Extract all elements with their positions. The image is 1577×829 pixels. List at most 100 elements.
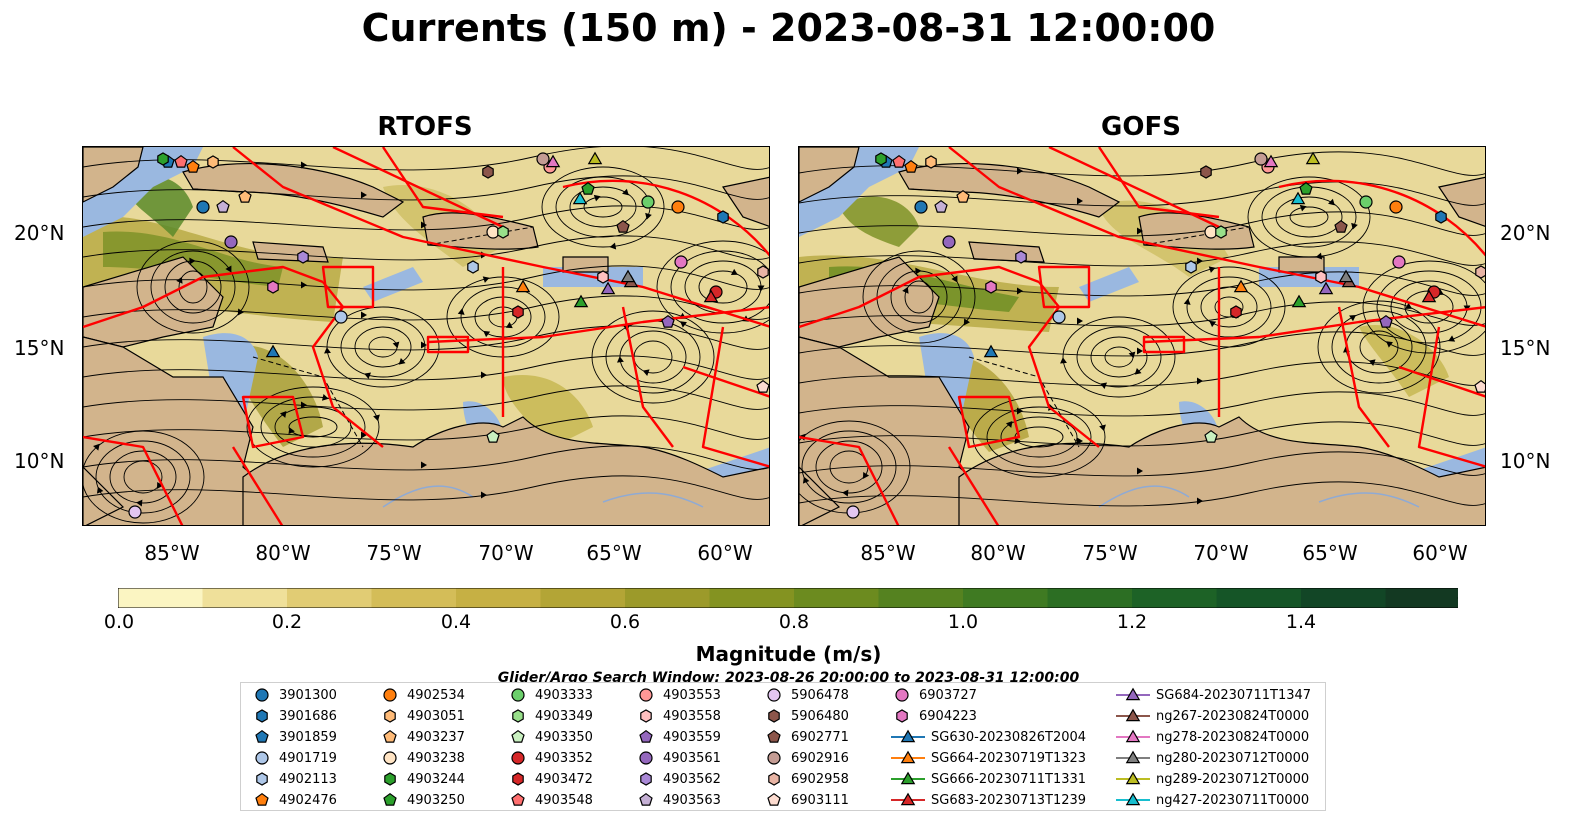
colorbar-tick: 1.0 [947,611,979,633]
map-platform-marker [600,281,616,295]
circle-marker-icon [639,688,653,702]
rtofs-current-map [82,146,770,526]
glider-triangle-icon [900,771,916,785]
map-platform-marker [1359,195,1373,209]
legend-entry: 4903472 [507,769,593,789]
hexagon-marker-icon [640,709,652,723]
legend-entry-label: 4903051 [407,708,465,724]
pentagon-marker-icon [511,792,525,806]
pentagon-marker-icon [511,729,525,743]
colorbar-tick: 0.8 [778,611,810,633]
colorbar-segment [794,588,879,608]
map-platform-marker [1052,310,1066,324]
map-platform-marker [661,314,675,328]
map-platform-marker [925,155,937,169]
legend-entry-label: 4903558 [663,708,721,724]
legend-entry: 3901300 [251,685,337,705]
colorbar-segment [709,588,795,608]
map-platform-marker [157,152,169,166]
lon-label-70w-right: 70°W [1193,541,1249,565]
colorbar-tick: 1.4 [1285,611,1317,633]
lon-label-85w-left: 85°W [144,541,200,565]
legend-entry-label: 6903111 [791,792,849,808]
legend-entry: 4903563 [635,790,721,810]
legend-entry: 4903553 [635,685,721,705]
lon-label-75w-left: 75°W [366,541,422,565]
map-platform-marker [207,155,219,169]
map-platform-marker [536,152,550,166]
map-platform-marker [196,200,210,214]
legend-entry-label: 4902113 [279,771,337,787]
legend-entry: 4903333 [507,685,593,705]
map-platform-marker [904,159,918,173]
circle-marker-icon [511,688,525,702]
hexagon-marker-icon [512,709,524,723]
map-platform-marker [581,181,595,195]
legend-entry-label: SG630-20230826T2004 [931,729,1087,745]
lat-label-15n-right: 15°N [1500,336,1551,360]
map-platform-marker [1421,289,1437,303]
colorbar-segment [1047,588,1133,608]
map-platform-marker [1204,429,1218,443]
lat-label-15n-left: 15°N [14,336,65,360]
legend-entry: SG664-20230719T1323 [891,748,1086,768]
map-platform-marker [1389,200,1403,214]
map-platform-marker [846,505,860,519]
magnitude-colorbar [118,588,1458,608]
legend-entry-label: 4903472 [535,771,593,787]
lat-label-20n-left: 20°N [14,221,65,245]
legend-entry-label: ng280-20230712T0000 [1156,750,1310,766]
pentagon-marker-icon [767,792,781,806]
legend-entry-label: 6902916 [791,750,849,766]
map-platform-marker [1379,314,1393,328]
colorbar-tick: 1.2 [1116,611,1148,633]
legend-entry: 3901859 [251,727,337,747]
map-platform-marker [985,280,997,294]
map-platform-marker [914,200,928,214]
map-platform-marker [674,255,688,269]
legend-entry-label: 4903350 [535,729,593,745]
map-platform-marker [956,189,970,203]
map-platform-marker [1263,154,1279,168]
lon-label-85w-right: 85°W [860,541,916,565]
legend-entry: 6904223 [891,706,977,726]
hexagon-marker-icon [768,709,780,723]
glider-triangle-icon [1125,771,1141,785]
colorbar-segment [202,588,288,608]
map-platform-marker [756,379,769,393]
legend-entry: 6902771 [763,727,849,747]
colorbar-segment [540,588,626,608]
pentagon-marker-icon [383,792,397,806]
map-platform-marker [497,225,509,239]
legend-entry-label: 4903244 [407,771,465,787]
circle-marker-icon [767,688,781,702]
map-platform-marker [545,154,561,168]
colorbar-segment [878,588,964,608]
map-platform-marker [334,310,348,324]
map-platform-marker [1200,165,1212,179]
colorbar-segment [118,588,203,608]
map-platform-marker [1291,294,1307,308]
legend-entry: SG684-20230711T1347 [1116,685,1311,705]
map-platform-marker [1204,225,1218,239]
map-platform-marker [717,210,729,224]
legend-entry-label: 4903559 [663,729,721,745]
pentagon-marker-icon [255,729,269,743]
platform-legend: 3901300 3901686 3901859 4901719 4902113 49024… [240,682,1326,811]
search-window-caption: Glider/Argo Search Window: 2023-08-26 20… [497,670,1080,682]
map-platform-marker [572,191,588,205]
panel-title-rtofs: RTOFS [377,112,473,142]
map-platform-marker [616,219,630,233]
legend-entry: 4903250 [379,790,465,810]
map-platform-marker [1299,181,1313,195]
colorbar-tick: 0.4 [440,611,472,633]
legend-entry-label: 4902534 [407,687,465,703]
legend-entry-label: 4903333 [535,687,593,703]
map-platform-marker [1392,255,1406,269]
map-platform-marker [1215,225,1227,239]
colorbar-segment [1385,588,1458,608]
pentagon-marker-icon [383,729,397,743]
legend-entry-label: 5906480 [791,708,849,724]
legend-entry: 6902916 [763,748,849,768]
legend-entry-label: 6904223 [919,708,977,724]
